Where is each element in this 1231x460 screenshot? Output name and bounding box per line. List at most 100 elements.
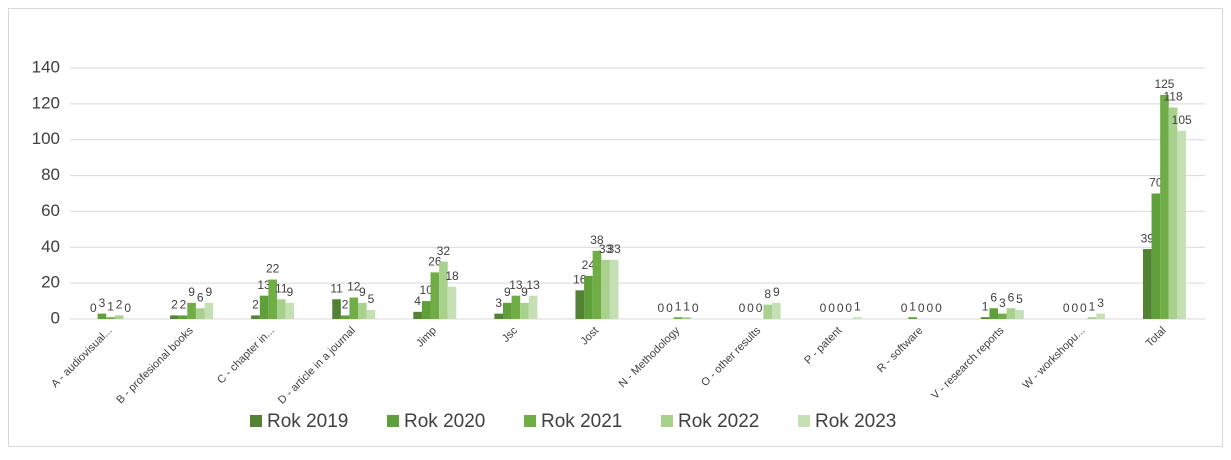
bar <box>1177 130 1186 319</box>
bar <box>584 275 593 319</box>
bar <box>439 261 448 319</box>
bar <box>853 317 862 319</box>
data-label: 6 <box>1008 290 1015 304</box>
data-label: 8 <box>764 287 771 301</box>
data-label: 2 <box>342 298 349 312</box>
bar <box>358 302 367 319</box>
bar <box>430 272 440 319</box>
bar <box>178 315 188 319</box>
data-label: 0 <box>124 301 131 315</box>
bar <box>421 301 431 319</box>
bar <box>114 315 124 319</box>
legend-label: Rok 2021 <box>541 411 622 432</box>
data-label: 0 <box>837 301 844 315</box>
bar <box>673 317 683 319</box>
data-label: 1 <box>675 299 682 313</box>
data-label: 0 <box>1071 301 1078 315</box>
data-label: 0 <box>1063 301 1070 315</box>
y-tick-label: 0 <box>51 308 60 327</box>
data-label: 5 <box>368 292 375 306</box>
data-label: 0 <box>747 301 754 315</box>
data-label: 16 <box>573 272 587 286</box>
bar <box>195 308 205 319</box>
data-label: 11 <box>330 281 343 295</box>
data-label: 33 <box>607 242 621 256</box>
data-label: 3 <box>999 296 1006 310</box>
data-label: 6 <box>990 290 997 304</box>
data-label: 2 <box>116 298 123 312</box>
data-label: 0 <box>927 301 934 315</box>
bar <box>251 315 260 319</box>
data-label: 9 <box>188 285 195 299</box>
legend-label: Rok 2019 <box>267 411 348 432</box>
data-label: 32 <box>437 244 451 258</box>
legend-label: Rok 2022 <box>678 411 759 432</box>
data-label: 39 <box>1141 231 1155 245</box>
bar <box>1168 107 1178 319</box>
bar <box>1096 313 1105 319</box>
data-label: 9 <box>773 285 780 299</box>
data-label: 0 <box>845 301 852 315</box>
data-label: 3 <box>495 296 502 310</box>
bar <box>1006 308 1016 319</box>
bar <box>502 302 512 319</box>
data-label: 0 <box>918 301 925 315</box>
data-label: 0 <box>756 301 763 315</box>
y-tick-label: 140 <box>32 57 60 76</box>
bar <box>1151 193 1161 319</box>
data-label: 1 <box>854 299 861 313</box>
y-tick-label: 40 <box>41 237 60 256</box>
legend-swatch <box>524 415 536 427</box>
bar <box>204 302 214 319</box>
bar <box>511 295 521 319</box>
data-label: 0 <box>666 301 673 315</box>
bar <box>1142 249 1152 319</box>
data-label: 24 <box>582 258 596 272</box>
bar <box>285 302 295 319</box>
data-label: 2 <box>171 298 178 312</box>
data-label: 0 <box>1080 301 1087 315</box>
y-tick-label: 60 <box>41 201 60 220</box>
bar <box>276 299 286 319</box>
data-label: 9 <box>287 285 294 299</box>
bar <box>340 315 350 319</box>
legend-swatch <box>798 415 810 427</box>
bar <box>998 313 1007 319</box>
bar <box>1087 317 1097 319</box>
data-label: 0 <box>657 301 664 315</box>
data-label: 18 <box>445 269 459 283</box>
legend-label: Rok 2023 <box>815 411 896 432</box>
data-label: 1 <box>982 299 989 313</box>
data-label: 9 <box>504 285 511 299</box>
legend-swatch <box>661 415 673 427</box>
data-label: 13 <box>257 278 271 292</box>
data-label: 33 <box>599 242 613 256</box>
bar <box>494 313 503 319</box>
bar <box>908 317 917 319</box>
data-label: 125 <box>1154 77 1174 91</box>
data-label: 38 <box>590 233 604 247</box>
data-label: 9 <box>521 285 528 299</box>
bar <box>772 302 781 319</box>
bar <box>980 317 990 319</box>
bar <box>601 259 610 319</box>
data-label: 70 <box>1149 176 1163 190</box>
bar <box>349 297 359 319</box>
legend-swatch <box>387 415 399 427</box>
bar <box>609 259 619 319</box>
bar <box>413 311 422 319</box>
data-label: 11 <box>275 281 288 295</box>
data-label: 105 <box>1172 113 1192 127</box>
bar <box>575 290 585 319</box>
y-tick-label: 20 <box>41 273 60 292</box>
data-label: 0 <box>90 301 97 315</box>
data-label: 10 <box>420 283 434 297</box>
data-label: 118 <box>1163 90 1182 104</box>
bar <box>592 250 602 319</box>
y-tick-label: 80 <box>41 165 60 184</box>
y-tick-label: 120 <box>32 93 60 112</box>
bar <box>447 286 457 319</box>
data-label: 5 <box>1016 292 1023 306</box>
data-label: 0 <box>935 301 942 315</box>
data-label: 26 <box>428 255 442 269</box>
